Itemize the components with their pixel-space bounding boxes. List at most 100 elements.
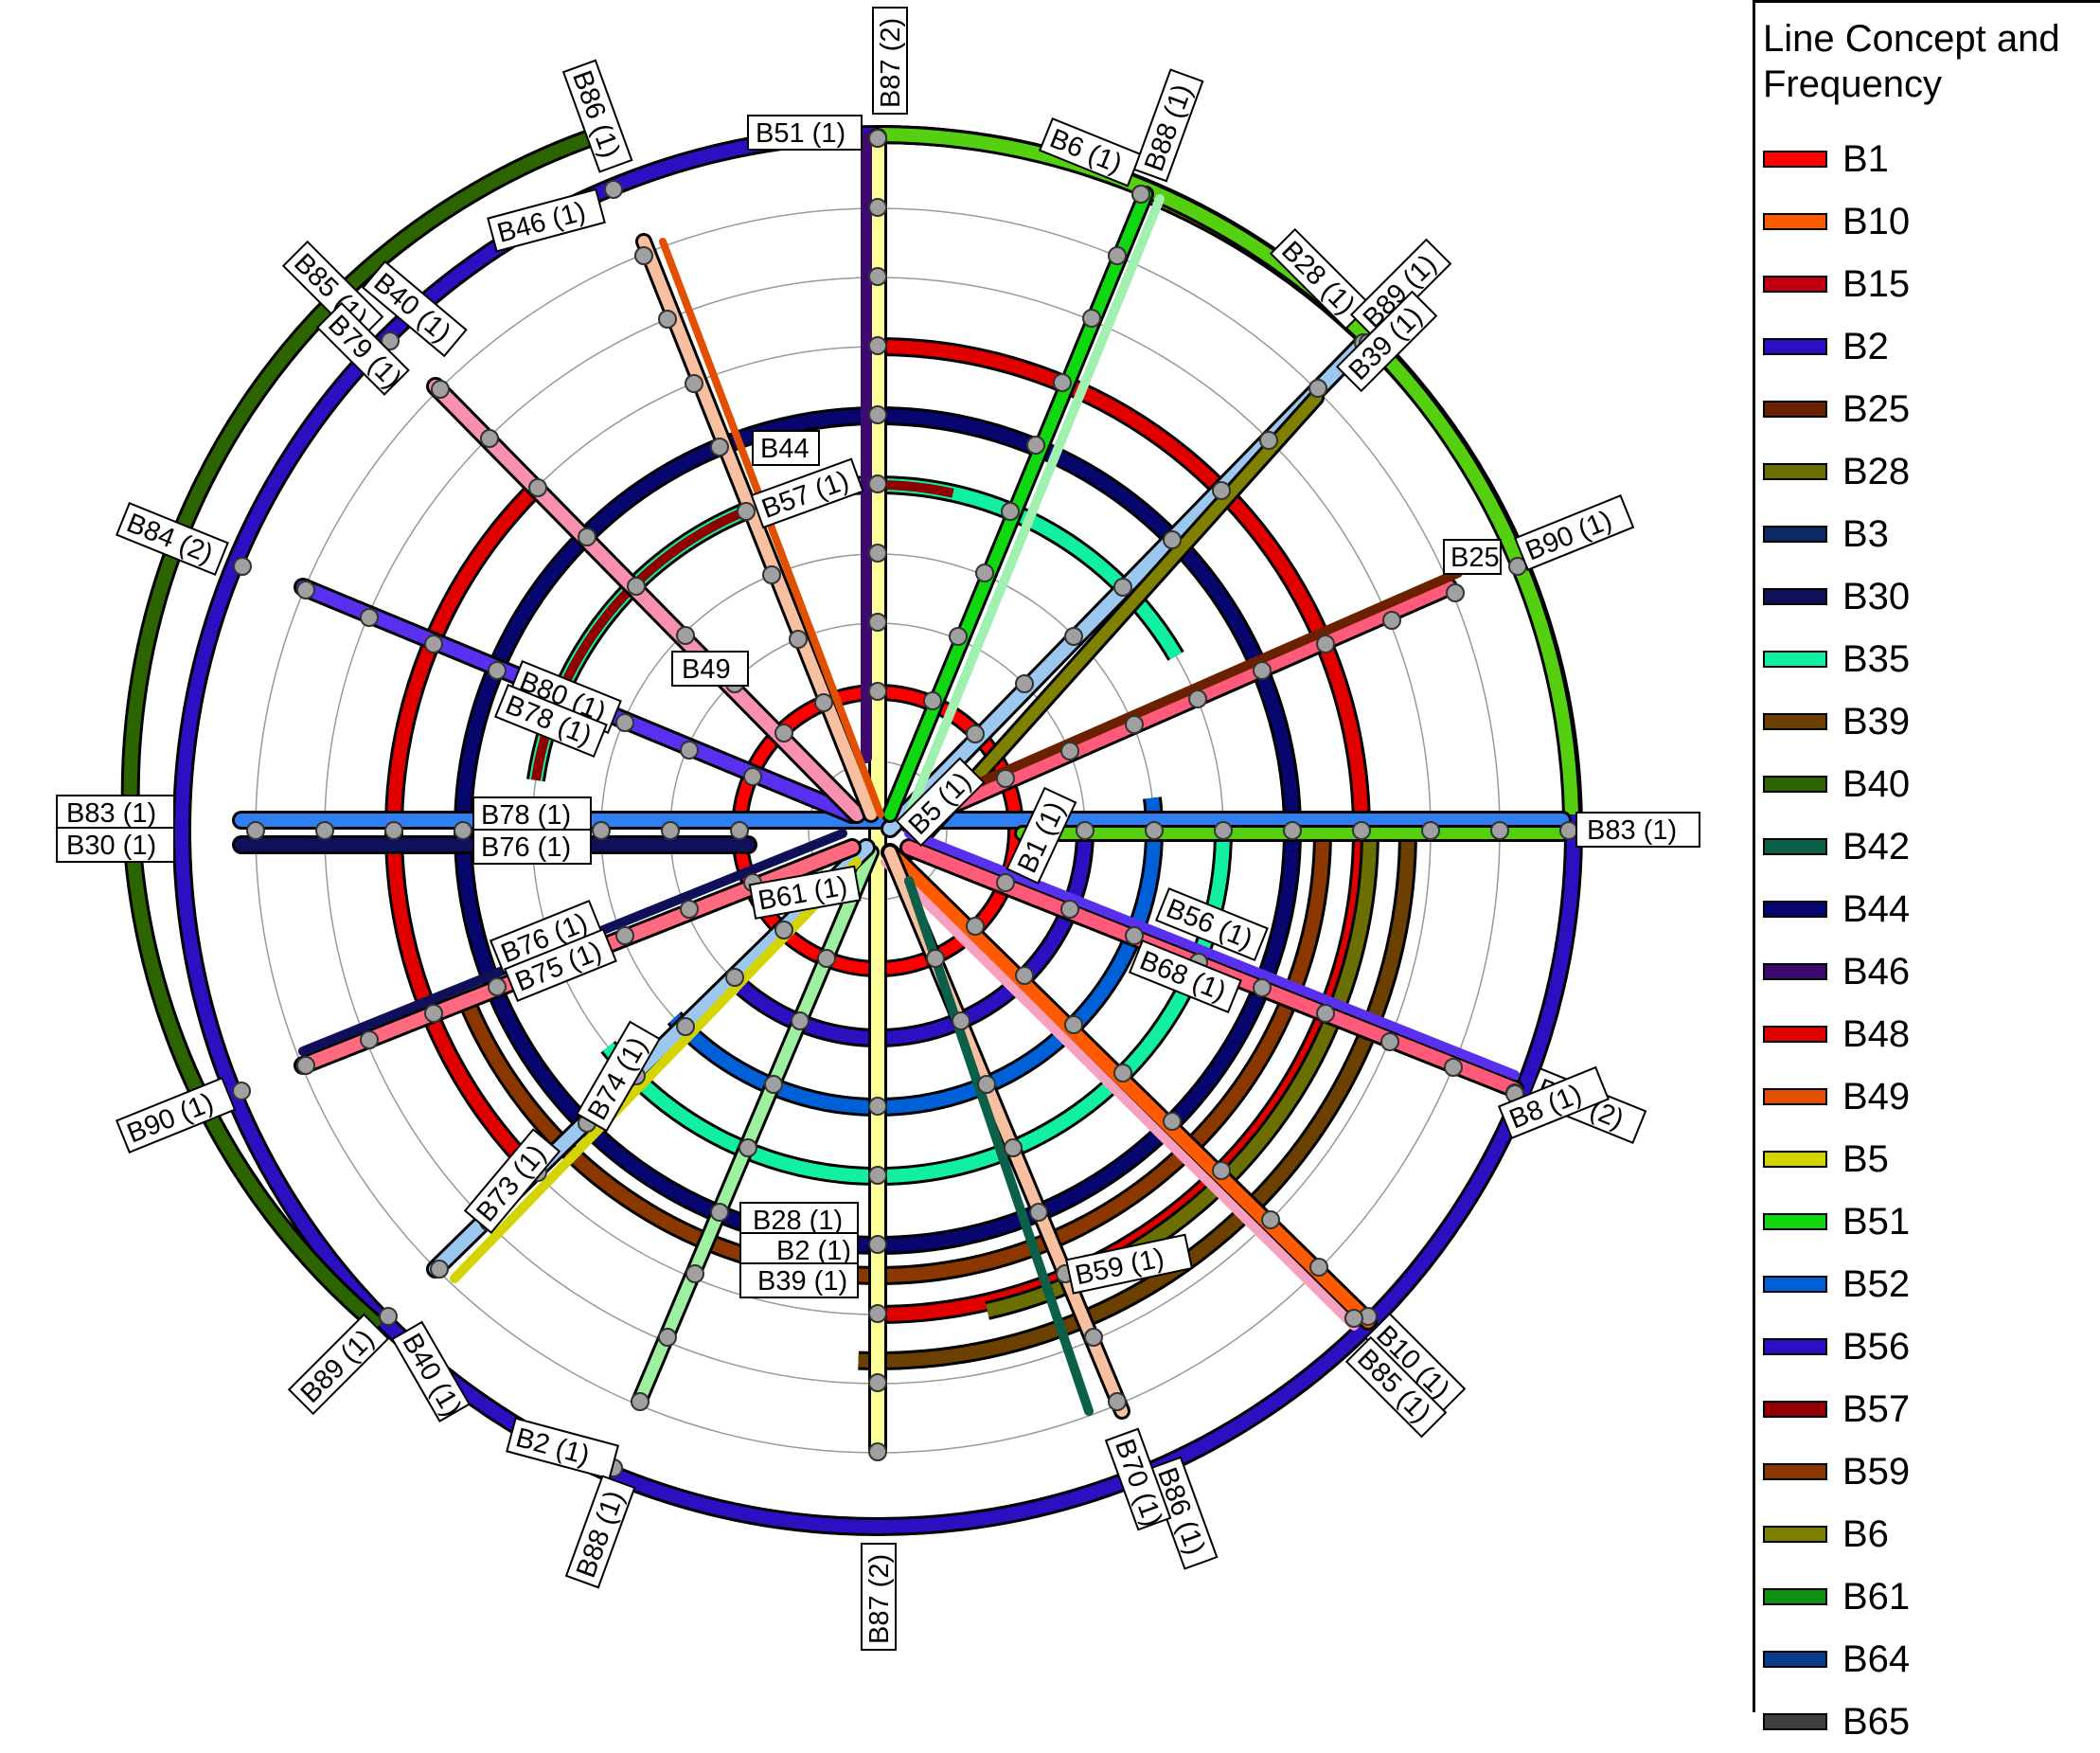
legend-swatch [1763, 963, 1827, 980]
label-b83-right: B83 (1) [1575, 812, 1700, 848]
legend-item-b5: B5 [1763, 1128, 2100, 1190]
label-b40-bottom: B40 (1) [391, 1320, 471, 1422]
legend-item-b25: B25 [1763, 378, 2100, 440]
legend-swatch [1763, 1151, 1827, 1168]
legend-swatch [1763, 901, 1827, 918]
legend-item-b10: B10 [1763, 190, 2100, 253]
legend-label: B61 [1842, 1575, 1911, 1618]
legend-panel: Line Concept and Frequency B1 B10 B15 B2 B25… [1753, 0, 2100, 1743]
label-b90-right: B90 (1) [1513, 494, 1635, 571]
legend-swatch [1763, 213, 1827, 230]
line-b51-outer [877, 124, 1524, 554]
legend-label: B25 [1842, 387, 1911, 430]
radial-lines [232, 128, 1572, 1458]
legend-swatch [1763, 338, 1827, 355]
legend-label: B28 [1842, 450, 1911, 492]
legend-label: B65 [1842, 1700, 1911, 1743]
legend-item-b51: B51 [1763, 1190, 2100, 1253]
legend-item-b46: B46 [1763, 940, 2100, 1003]
legend-swatch [1763, 1588, 1827, 1605]
line-b6-diagonal [884, 188, 1151, 820]
label-b25: B25 [1443, 539, 1502, 575]
legend-swatch [1763, 651, 1827, 668]
legend-label: B59 [1842, 1450, 1911, 1493]
svg-text:B49: B49 [682, 654, 731, 685]
label-b57: B57 (1) [750, 457, 864, 529]
legend-swatch [1763, 463, 1827, 480]
legend-label: B49 [1842, 1075, 1911, 1118]
svg-text:B90 (1): B90 (1) [1522, 505, 1616, 566]
legend-label: B6 [1842, 1512, 1889, 1555]
legend-swatch [1763, 838, 1827, 855]
svg-text:B89 (1): B89 (1) [295, 1324, 381, 1409]
legend-label: B48 [1842, 1012, 1911, 1055]
legend-item-b48: B48 [1763, 1003, 2100, 1065]
svg-text:B78 (1): B78 (1) [481, 800, 571, 831]
svg-text:B76 (1): B76 (1) [481, 832, 571, 863]
label-b44: B44 [752, 430, 820, 466]
label-b87-top: B87 (2) [872, 7, 908, 115]
legend-swatch [1763, 1526, 1827, 1543]
label-b30-left: B30 (1) [56, 827, 175, 863]
legend-label: B52 [1842, 1262, 1911, 1305]
svg-text:B39 (1): B39 (1) [757, 1266, 847, 1297]
label-b76: B76 (1) [472, 829, 592, 865]
legend-label: B39 [1842, 700, 1911, 742]
legend-swatch [1763, 1401, 1827, 1418]
label-b86-top: B86 (1) [561, 59, 633, 173]
legend-swatch [1763, 1026, 1827, 1043]
legend-swatch [1763, 1713, 1827, 1730]
svg-text:B87 (2): B87 (2) [876, 18, 906, 108]
svg-text:B2 (1): B2 (1) [776, 1236, 851, 1266]
legend-item-b15: B15 [1763, 253, 2100, 315]
stations [232, 129, 1578, 1477]
legend-list: B1 B10 B15 B2 B25 B28 B3 B30 B35 B39 B40 B42 B44 B46 B… [1763, 128, 2100, 1753]
label-b89-bottom: B89 (1) [287, 1313, 390, 1416]
label-b2: B2 (1) [739, 1232, 859, 1268]
legend-title: Line Concept and Frequency [1763, 18, 2060, 105]
line-b85-diagonal [429, 380, 863, 821]
svg-text:B88 (1): B88 (1) [571, 1487, 631, 1582]
legend-item-b30: B30 [1763, 565, 2100, 628]
label-b88-top: B88 (1) [1132, 68, 1204, 183]
svg-text:B90 (1): B90 (1) [123, 1087, 218, 1149]
legend-item-b44: B44 [1763, 878, 2100, 940]
legend-swatch [1763, 588, 1827, 605]
legend-item-b56: B56 [1763, 1315, 2100, 1378]
svg-text:B83 (1): B83 (1) [66, 798, 156, 829]
legend-swatch [1763, 526, 1827, 543]
label-b28b: B28 (1) [739, 1202, 859, 1238]
legend-label: B40 [1842, 762, 1911, 805]
svg-text:B87 (2): B87 (2) [864, 1554, 895, 1644]
legend-item-b52: B52 [1763, 1253, 2100, 1315]
line-b88-diagonal [633, 847, 877, 1407]
legend-item-b39: B39 [1763, 690, 2100, 753]
legend-swatch [1763, 1213, 1827, 1230]
label-b87-bottom: B87 (2) [861, 1543, 897, 1651]
legend-swatch [1763, 1276, 1827, 1293]
legend-label: B51 [1842, 1200, 1911, 1243]
legend-item-b3: B3 [1763, 503, 2100, 565]
legend-swatch [1763, 776, 1827, 793]
svg-text:B44: B44 [760, 434, 810, 464]
label-b83-left: B83 (1) [56, 795, 175, 831]
legend-item-b61: B61 [1763, 1565, 2100, 1628]
legend-swatch [1763, 713, 1827, 730]
legend-label: B46 [1842, 950, 1911, 993]
legend-swatch [1763, 276, 1827, 293]
legend-item-b2: B2 [1763, 315, 2100, 378]
legend-item-b65: B65 [1763, 1690, 2100, 1753]
legend-label: B30 [1842, 575, 1911, 617]
legend-item-b42: B42 [1763, 815, 2100, 878]
legend-item-b6: B6 [1763, 1503, 2100, 1565]
legend-swatch [1763, 401, 1827, 418]
svg-text:B25: B25 [1450, 543, 1500, 573]
legend-item-b35: B35 [1763, 628, 2100, 690]
label-b88-bottom: B88 (1) [564, 1475, 636, 1589]
legend-label: B35 [1842, 637, 1911, 680]
svg-text:B83 (1): B83 (1) [1587, 815, 1677, 846]
legend-item-b57: B57 [1763, 1378, 2100, 1440]
legend-swatch [1763, 1651, 1827, 1668]
legend-label: B57 [1842, 1387, 1911, 1430]
legend-item-b64: B64 [1763, 1628, 2100, 1690]
